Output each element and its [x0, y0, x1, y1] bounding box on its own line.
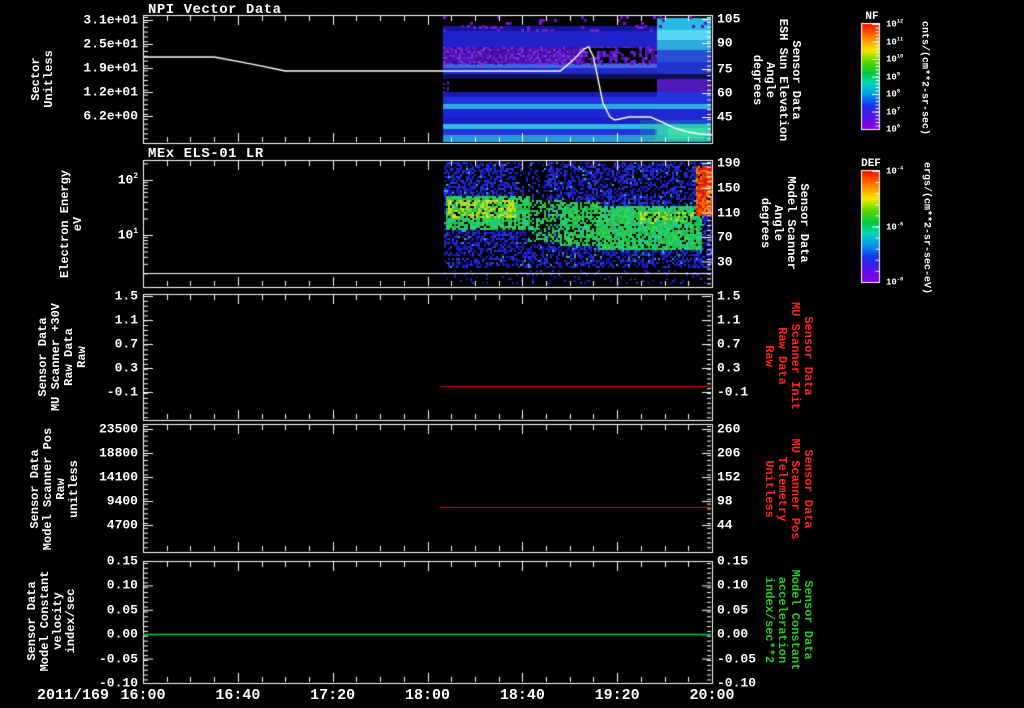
y-tick-label: 0.15 — [717, 553, 749, 569]
colorbar-nf-unit: cnts/(cm**2-sr-sec) — [918, 20, 930, 136]
panel1-title: NPI Vector Data — [148, 2, 282, 18]
panel5-left-axis-title: Sensor Data Model Constant velocity inde… — [25, 570, 78, 672]
colorbar-tick-label: 107 — [886, 106, 901, 117]
colorbar-tick-label: 1011 — [886, 36, 904, 47]
y-tick-label: 260 — [717, 421, 741, 437]
y-tick-label: 110 — [717, 205, 741, 220]
colorbar-tick-label: 10-6 — [886, 221, 904, 232]
y-tick-label: 206 — [717, 445, 741, 461]
y-tick-label: 0.10 — [106, 577, 138, 593]
panel2-right-axis-title: Sensor Data Model Scanner Angle degrees — [758, 176, 811, 270]
y-tick-label: -0.05 — [717, 651, 757, 667]
y-tick-label: 75 — [717, 61, 733, 77]
y-tick-label: 14100 — [98, 469, 138, 485]
colorbar-tick-label: 106 — [886, 123, 901, 135]
y-tick-label: -0.10 — [717, 675, 757, 691]
y-tick-label: 0.05 — [106, 602, 138, 618]
colorbar-tick-label: 10-8 — [886, 276, 904, 288]
y-tick-label: -0.1 — [717, 384, 749, 400]
x-tick-label: 18:00 — [404, 687, 451, 704]
colorbar-tick-label: 1012 — [886, 18, 904, 30]
x-tick-label: 16:00 — [120, 687, 166, 704]
date-label: 2011/169 — [36, 687, 110, 704]
x-tick-label: 17:20 — [310, 687, 356, 704]
y-tick-label: 0.15 — [106, 553, 138, 569]
y-tick-label: 90 — [717, 35, 733, 51]
panel3-right-axis-title: Sensor Data MU Scanner Init Raw Data Raw — [762, 301, 815, 411]
y-tick-label: 150 — [717, 180, 741, 196]
y-tick-label: 101 — [117, 227, 138, 243]
panel4-right-axis-title: Sensor Data MU Scanner Pos Telemetry Uni… — [762, 438, 815, 540]
y-tick-label: 1.9e+01 — [83, 60, 138, 76]
panel2-left-axis-title: Electron Energy eV — [58, 169, 85, 279]
colorbar-tick-label: 10-4 — [886, 165, 904, 177]
y-tick-label: 3.1e+01 — [83, 12, 138, 28]
panel1-right-axis-title: Sensor Data ESH Sun Elevation Angle degr… — [750, 18, 803, 142]
y-tick-label: 0.3 — [717, 360, 741, 376]
y-tick-label: -0.10 — [98, 675, 138, 691]
panel1-left-axis-title: Sector Unitless — [29, 50, 56, 108]
y-tick-label: -0.05 — [98, 651, 138, 667]
y-tick-label: 0.7 — [717, 336, 741, 352]
y-tick-label: 2.5e+01 — [83, 36, 138, 52]
y-tick-label: 1.1 — [717, 312, 741, 328]
y-tick-label: 9400 — [106, 493, 138, 509]
y-tick-label: 0.05 — [717, 602, 749, 618]
y-tick-label: 0.00 — [717, 626, 749, 642]
colorbar-def-label: DEF — [861, 158, 881, 170]
y-tick-label: 4700 — [106, 517, 138, 533]
y-tick-label: 1.1 — [114, 312, 138, 328]
y-tick-label: 0.00 — [106, 626, 138, 642]
panel4-left-axis-title: Sensor Data Model Scanner Pos Raw unitle… — [28, 427, 81, 551]
y-tick-label: 23500 — [98, 421, 138, 437]
y-tick-label: 1.5 — [717, 288, 741, 304]
x-tick-label: 19:20 — [594, 687, 640, 704]
y-tick-label: 1.2e+01 — [83, 84, 138, 100]
y-tick-label: 102 — [117, 172, 138, 188]
y-tick-label: 105 — [717, 11, 741, 27]
y-tick-label: 0.7 — [114, 336, 138, 352]
y-tick-label: 45 — [717, 109, 733, 125]
y-tick-label: 0.3 — [114, 360, 138, 376]
colorbar-tick-label: 109 — [886, 71, 901, 82]
panel3-left-axis-title: Sensor Data MU Scanner +30V Raw Data Raw — [36, 302, 89, 412]
colorbar-def-unit: ergs/(cm**2-sr-sec-eV) — [920, 161, 932, 295]
x-tick-label: 18:40 — [499, 687, 545, 704]
y-tick-label: 18800 — [98, 445, 138, 461]
x-tick-label: 16:40 — [215, 687, 261, 704]
y-tick-label: 70 — [717, 229, 733, 245]
colorbar-tick-label: 1010 — [886, 53, 904, 65]
x-tick-label: 20:00 — [689, 687, 735, 704]
y-tick-label: -0.1 — [106, 384, 138, 400]
panel5-right-axis-title: Sensor Data Model Constant acceleration … — [762, 569, 815, 671]
y-tick-label: 98 — [717, 493, 733, 509]
colorbar-tick-label: 108 — [886, 88, 901, 100]
y-tick-label: 152 — [717, 469, 741, 485]
y-tick-label: 60 — [717, 85, 733, 101]
panel2-title: MEx ELS-01 LR — [148, 146, 264, 162]
y-tick-label: 0.10 — [717, 577, 749, 593]
y-tick-label: 1.5 — [114, 288, 138, 304]
y-tick-label: 190 — [717, 155, 741, 171]
y-tick-label: 6.2e+00 — [83, 108, 138, 124]
y-tick-label: 30 — [717, 254, 733, 269]
y-tick-label: 44 — [717, 517, 733, 533]
colorbar-nf-label: NF — [865, 11, 879, 23]
